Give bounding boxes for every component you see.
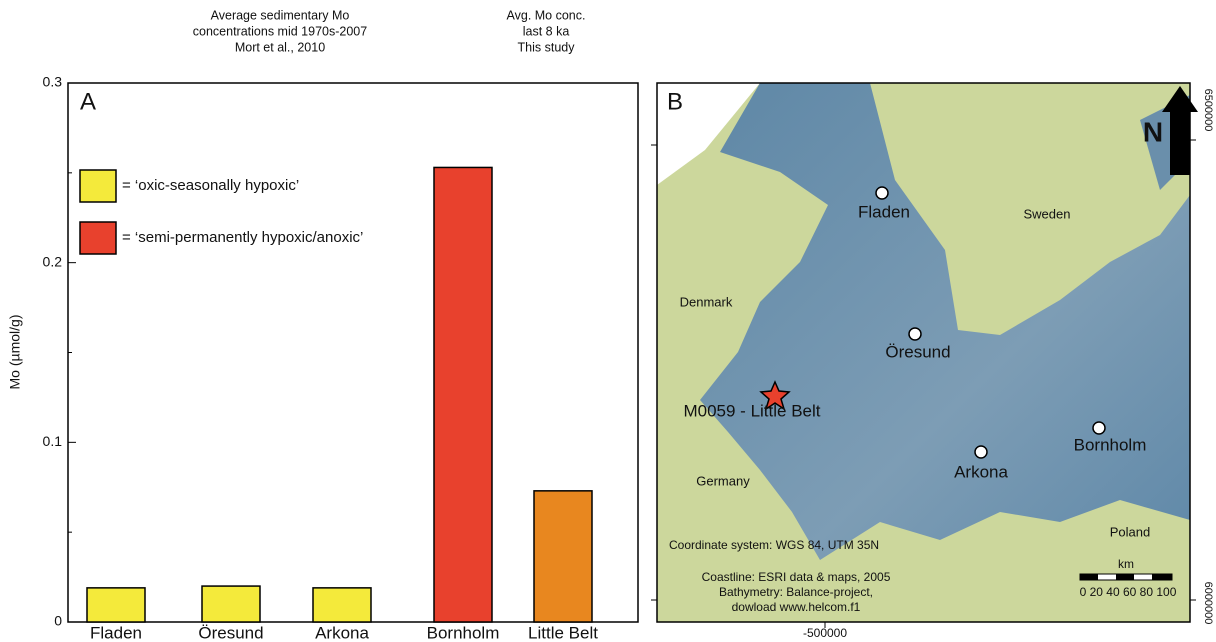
legend-swatch	[80, 222, 116, 254]
bar	[534, 491, 592, 622]
y-tick-label: 0.1	[43, 433, 63, 449]
scale-bar-segment	[1152, 574, 1172, 580]
y-axis-label: Mo (µmol/g)	[7, 315, 23, 390]
site-marker	[909, 328, 921, 340]
place-label: Fladen	[858, 202, 910, 221]
place-label: Sweden	[1024, 206, 1071, 221]
map-note: dowload www.helcom.f1	[732, 600, 861, 614]
map-note: Bathymetry: Balance-project,	[719, 585, 873, 599]
place-label: M0059 - Little Belt	[683, 401, 820, 420]
scale-bar-segment	[1080, 574, 1098, 580]
place-label: Öresund	[885, 342, 950, 361]
map-note: Coordinate system: WGS 84, UTM 35N	[669, 538, 879, 552]
bar	[87, 588, 145, 622]
legend-swatch	[80, 170, 116, 202]
annotation: Average sedimentary Mo	[211, 8, 350, 22]
place-label: Bornholm	[1074, 435, 1147, 454]
x-tick-label: Fladen	[90, 623, 142, 642]
x-tick-label: Little Belt	[528, 623, 598, 642]
scale-bar-segment	[1116, 574, 1134, 580]
y-tick-label: 0.2	[43, 253, 63, 269]
x-tick-label: Arkona	[315, 623, 369, 642]
place-label: Arkona	[954, 462, 1008, 481]
north-label: N	[1143, 116, 1163, 147]
map: B N Fladen Sweden Denmark Öresund M0059 …	[651, 83, 1214, 640]
site-marker	[876, 187, 888, 199]
bar	[313, 588, 371, 622]
annotation: Mort et al., 2010	[235, 40, 325, 54]
page: {"chart_data": {"type": "bar", "panel_la…	[0, 0, 1216, 642]
map-x-label: -500000	[803, 626, 847, 640]
map-note: Coastline: ESRI data & maps, 2005	[702, 570, 891, 584]
scale-bar	[1080, 574, 1172, 580]
annotation: concentrations mid 1970s-2007	[193, 24, 367, 38]
figure: B N Fladen Sweden Denmark Öresund M0059 …	[0, 0, 1216, 642]
annotation: last 8 ka	[523, 24, 570, 38]
map-y-label: 6500000	[1202, 89, 1214, 132]
bar	[202, 586, 260, 622]
panel-label: B	[667, 88, 683, 115]
place-label: Denmark	[680, 294, 733, 309]
site-marker	[975, 446, 987, 458]
scale-unit: km	[1118, 557, 1134, 571]
legend-label: = ‘semi-permanently hypoxic/anoxic’	[122, 229, 363, 246]
annotation: Avg. Mo conc.	[507, 8, 586, 22]
map-y-label: 6000000	[1202, 582, 1214, 625]
annotation: This study	[518, 40, 576, 54]
place-label: Germany	[696, 473, 750, 488]
y-tick-label: 0	[54, 613, 62, 629]
x-tick-label: Bornholm	[427, 623, 500, 642]
panel-label: A	[80, 88, 96, 115]
scale-labels: 0 20 40 60 80 100	[1080, 585, 1177, 599]
place-label: Poland	[1110, 524, 1150, 539]
legend-label: = ‘oxic-seasonally hypoxic’	[122, 177, 299, 194]
y-tick-label: 0.3	[43, 74, 63, 90]
x-tick-label: Öresund	[198, 623, 263, 642]
bar	[434, 167, 492, 622]
site-marker	[1093, 422, 1105, 434]
